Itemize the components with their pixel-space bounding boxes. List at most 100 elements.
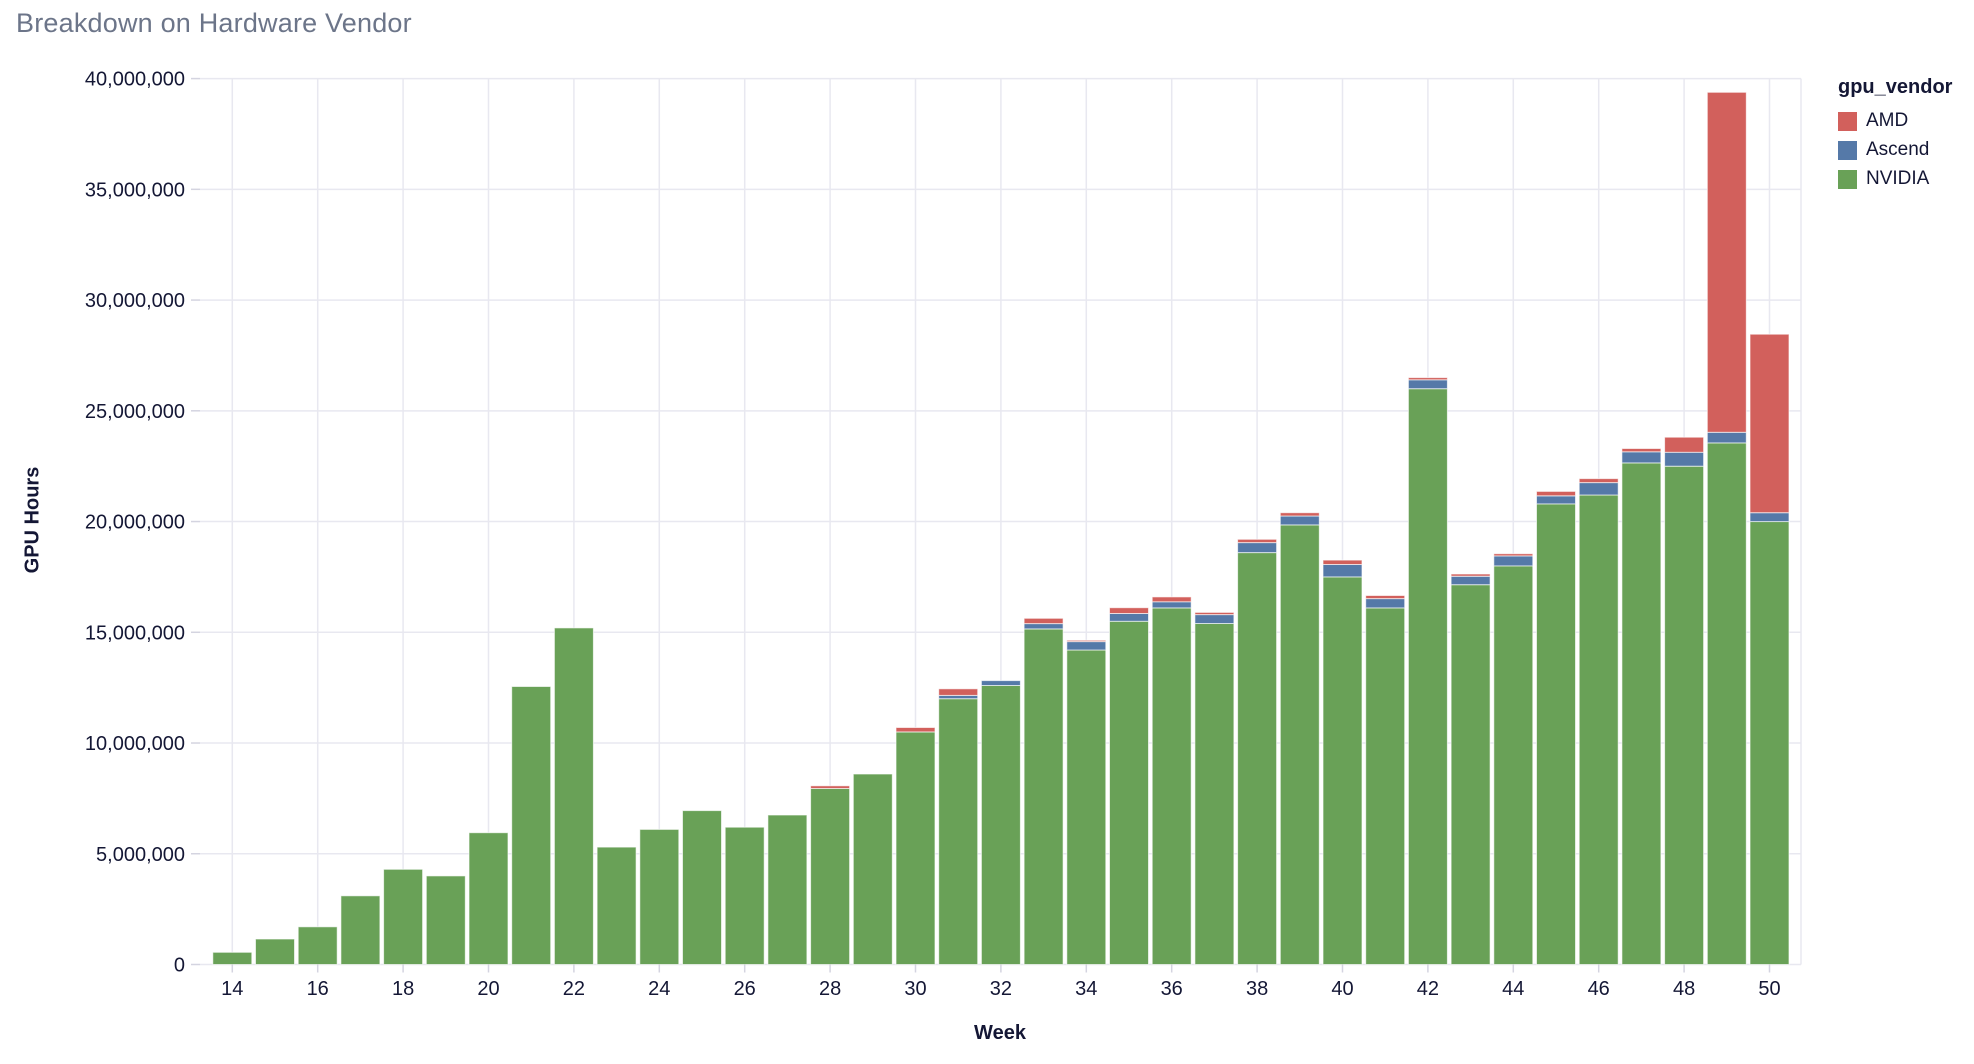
bar-week-25-nvidia[interactable] [682, 810, 722, 965]
y-tick-label-0: 0 [174, 955, 185, 977]
bar-week-28-amd[interactable] [810, 785, 851, 789]
bar-week-16-nvidia[interactable] [297, 926, 338, 965]
bar-week-44-ascend[interactable] [1493, 555, 1534, 567]
chart-title: Breakdown on Hardware Vendor [16, 8, 412, 38]
x-tick-label-30: 30 [904, 978, 926, 1000]
bar-week-32-nvidia[interactable] [980, 684, 1021, 966]
bar-week-31-nvidia[interactable] [938, 698, 979, 965]
bar-week-48-amd[interactable] [1664, 436, 1705, 453]
bar-week-42-ascend[interactable] [1407, 379, 1448, 390]
bar-week-42-nvidia[interactable] [1407, 388, 1448, 965]
bar-week-49-nvidia[interactable] [1706, 442, 1747, 965]
bar-week-33-amd[interactable] [1023, 617, 1064, 625]
bar-week-47-ascend[interactable] [1621, 451, 1662, 464]
bar-week-34-amd[interactable] [1066, 639, 1107, 643]
bar-week-43-ascend[interactable] [1450, 575, 1491, 586]
legend-swatch-nvidia [1838, 169, 1857, 189]
bar-week-43-amd[interactable] [1450, 573, 1491, 577]
bar-week-21-nvidia[interactable] [511, 686, 552, 965]
bar-week-14-nvidia[interactable] [212, 951, 253, 965]
bar-week-46-nvidia[interactable] [1578, 494, 1619, 965]
bar-week-49-amd[interactable] [1706, 91, 1747, 433]
bar-week-46-amd[interactable] [1578, 478, 1619, 484]
bar-week-34-nvidia[interactable] [1066, 649, 1107, 965]
bar-week-40-amd[interactable] [1322, 559, 1363, 565]
bar-week-50-amd[interactable] [1749, 333, 1790, 514]
bar-week-27-nvidia[interactable] [767, 814, 808, 965]
bar-week-44-nvidia[interactable] [1493, 565, 1534, 965]
bar-week-47-nvidia[interactable] [1621, 462, 1662, 965]
legend-title: gpu_vendor [1838, 76, 1953, 98]
y-tick-label-25,000,000: 25,000,000 [85, 401, 185, 423]
bar-week-28-nvidia[interactable] [810, 787, 851, 966]
bar-week-41-amd[interactable] [1365, 595, 1406, 600]
legend-item-amd[interactable]: AMD [1838, 111, 1968, 131]
bar-week-33-ascend[interactable] [1023, 623, 1064, 630]
bar-week-35-ascend[interactable] [1109, 613, 1149, 622]
x-tick-label-38: 38 [1246, 978, 1268, 1000]
bar-week-36-ascend[interactable] [1151, 601, 1192, 609]
bar-week-43-nvidia[interactable] [1450, 584, 1491, 965]
bar-week-20-nvidia[interactable] [468, 832, 509, 966]
bar-week-37-ascend[interactable] [1194, 614, 1235, 624]
bar-week-41-ascend[interactable] [1365, 598, 1406, 609]
bar-week-49-ascend[interactable] [1706, 431, 1747, 444]
bar-week-32-ascend[interactable] [980, 680, 1021, 686]
bar-week-31-amd[interactable] [938, 688, 979, 696]
y-tick-label-20,000,000: 20,000,000 [85, 512, 185, 534]
bar-week-33-nvidia[interactable] [1023, 628, 1064, 965]
bar-week-18-nvidia[interactable] [383, 868, 424, 965]
y-tick-label-40,000,000: 40,000,000 [85, 69, 185, 91]
bar-week-45-ascend[interactable] [1536, 495, 1576, 505]
x-tick-label-14: 14 [221, 978, 243, 1000]
bar-week-38-nvidia[interactable] [1237, 552, 1278, 965]
legend: gpu_vendor AMD Ascend NVIDIA [1838, 76, 1968, 198]
bar-week-19-nvidia[interactable] [425, 875, 466, 966]
bar-week-22-nvidia[interactable] [553, 627, 594, 966]
y-tick-label-30,000,000: 30,000,000 [85, 290, 185, 312]
bar-week-45-nvidia[interactable] [1536, 503, 1576, 965]
bar-week-30-nvidia[interactable] [895, 731, 936, 965]
bar-week-38-ascend[interactable] [1237, 542, 1278, 554]
x-tick-label-34: 34 [1075, 978, 1097, 1000]
bar-week-40-nvidia[interactable] [1322, 576, 1363, 966]
bar-week-39-ascend[interactable] [1279, 515, 1320, 526]
bar-week-34-ascend[interactable] [1066, 641, 1107, 651]
bar-week-30-amd[interactable] [895, 727, 936, 733]
bar-week-42-amd[interactable] [1407, 377, 1448, 381]
x-tick-label-50: 50 [1758, 978, 1780, 1000]
y-axis-title: GPU Hours [21, 466, 44, 574]
bar-week-15-nvidia[interactable] [255, 938, 295, 965]
bar-week-23-nvidia[interactable] [596, 846, 637, 965]
bar-week-29-nvidia[interactable] [852, 773, 893, 965]
bar-week-39-amd[interactable] [1279, 512, 1320, 517]
bar-week-48-ascend[interactable] [1664, 451, 1705, 467]
bar-week-24-nvidia[interactable] [639, 828, 680, 966]
bar-week-46-ascend[interactable] [1578, 482, 1619, 496]
bar-week-36-nvidia[interactable] [1151, 607, 1192, 966]
bar-week-50-ascend[interactable] [1749, 512, 1790, 523]
bar-week-26-nvidia[interactable] [724, 826, 765, 966]
x-tick-label-18: 18 [392, 978, 414, 1000]
bar-week-50-nvidia[interactable] [1749, 521, 1790, 965]
bar-week-45-amd[interactable] [1536, 490, 1576, 497]
bar-week-38-amd[interactable] [1237, 538, 1278, 544]
bar-week-35-amd[interactable] [1109, 607, 1149, 615]
legend-item-nvidia[interactable]: NVIDIA [1838, 169, 1968, 189]
bar-week-48-nvidia[interactable] [1664, 465, 1705, 965]
bar-week-47-amd[interactable] [1621, 448, 1662, 453]
bar-week-44-amd[interactable] [1493, 553, 1534, 557]
bar-week-39-nvidia[interactable] [1279, 524, 1320, 966]
bar-week-37-amd[interactable] [1194, 611, 1235, 616]
legend-swatch-amd [1838, 111, 1857, 131]
legend-item-ascend[interactable]: Ascend [1838, 140, 1968, 160]
bar-week-35-nvidia[interactable] [1109, 620, 1149, 965]
bar-week-17-nvidia[interactable] [340, 895, 381, 965]
x-tick-label-48: 48 [1673, 978, 1695, 1000]
x-tick-label-32: 32 [990, 978, 1012, 1000]
bar-week-36-amd[interactable] [1151, 596, 1192, 603]
legend-label-ascend: Ascend [1866, 139, 1930, 160]
bar-week-40-ascend[interactable] [1322, 564, 1363, 578]
bar-week-37-nvidia[interactable] [1194, 622, 1235, 966]
bar-week-41-nvidia[interactable] [1365, 607, 1406, 966]
